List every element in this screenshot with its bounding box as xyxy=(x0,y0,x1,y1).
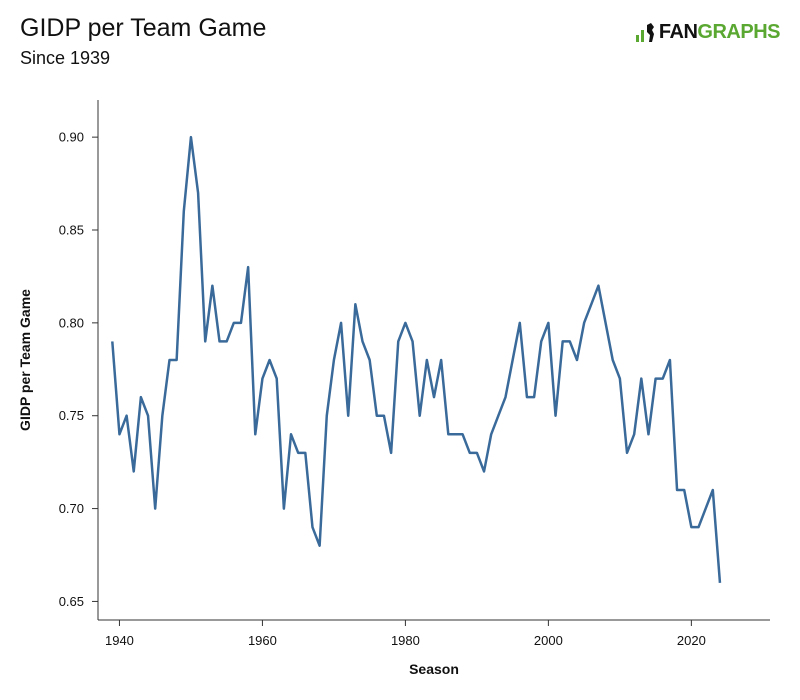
chart-subtitle: Since 1939 xyxy=(20,48,111,68)
y-tick-label: 0.85 xyxy=(59,223,84,238)
axes-group xyxy=(97,100,770,621)
y-axis-label: GIDP per Team Game xyxy=(17,289,33,431)
fangraphs-logo: FAN GRAPHS xyxy=(635,20,780,44)
ticks-group: 0.65 0.70 0.75 0.80 0.85 0.90 1940 1960 1980 2000… xyxy=(59,130,706,648)
y-tick-label: 0.65 xyxy=(59,594,84,609)
x-tick-label: 2020 xyxy=(677,633,706,648)
logo-graphs-text: GRAPHS xyxy=(697,20,780,43)
logo-bars-icon xyxy=(635,23,654,42)
chart-title: GIDP per Team Game xyxy=(20,14,267,42)
y-tick-label: 0.80 xyxy=(59,315,84,330)
y-tick-label: 0.90 xyxy=(59,130,84,145)
logo-fan-text: FAN xyxy=(658,20,698,43)
x-tick-label: 2000 xyxy=(534,633,563,648)
series-line xyxy=(111,135,722,583)
x-axis-label: Season xyxy=(409,661,459,677)
y-tick-label: 0.75 xyxy=(59,408,84,423)
x-tick-label: 1960 xyxy=(248,633,277,648)
x-tick-label: 1940 xyxy=(105,633,134,648)
y-tick-label: 0.70 xyxy=(59,501,84,516)
x-tick-label: 1980 xyxy=(391,633,420,648)
